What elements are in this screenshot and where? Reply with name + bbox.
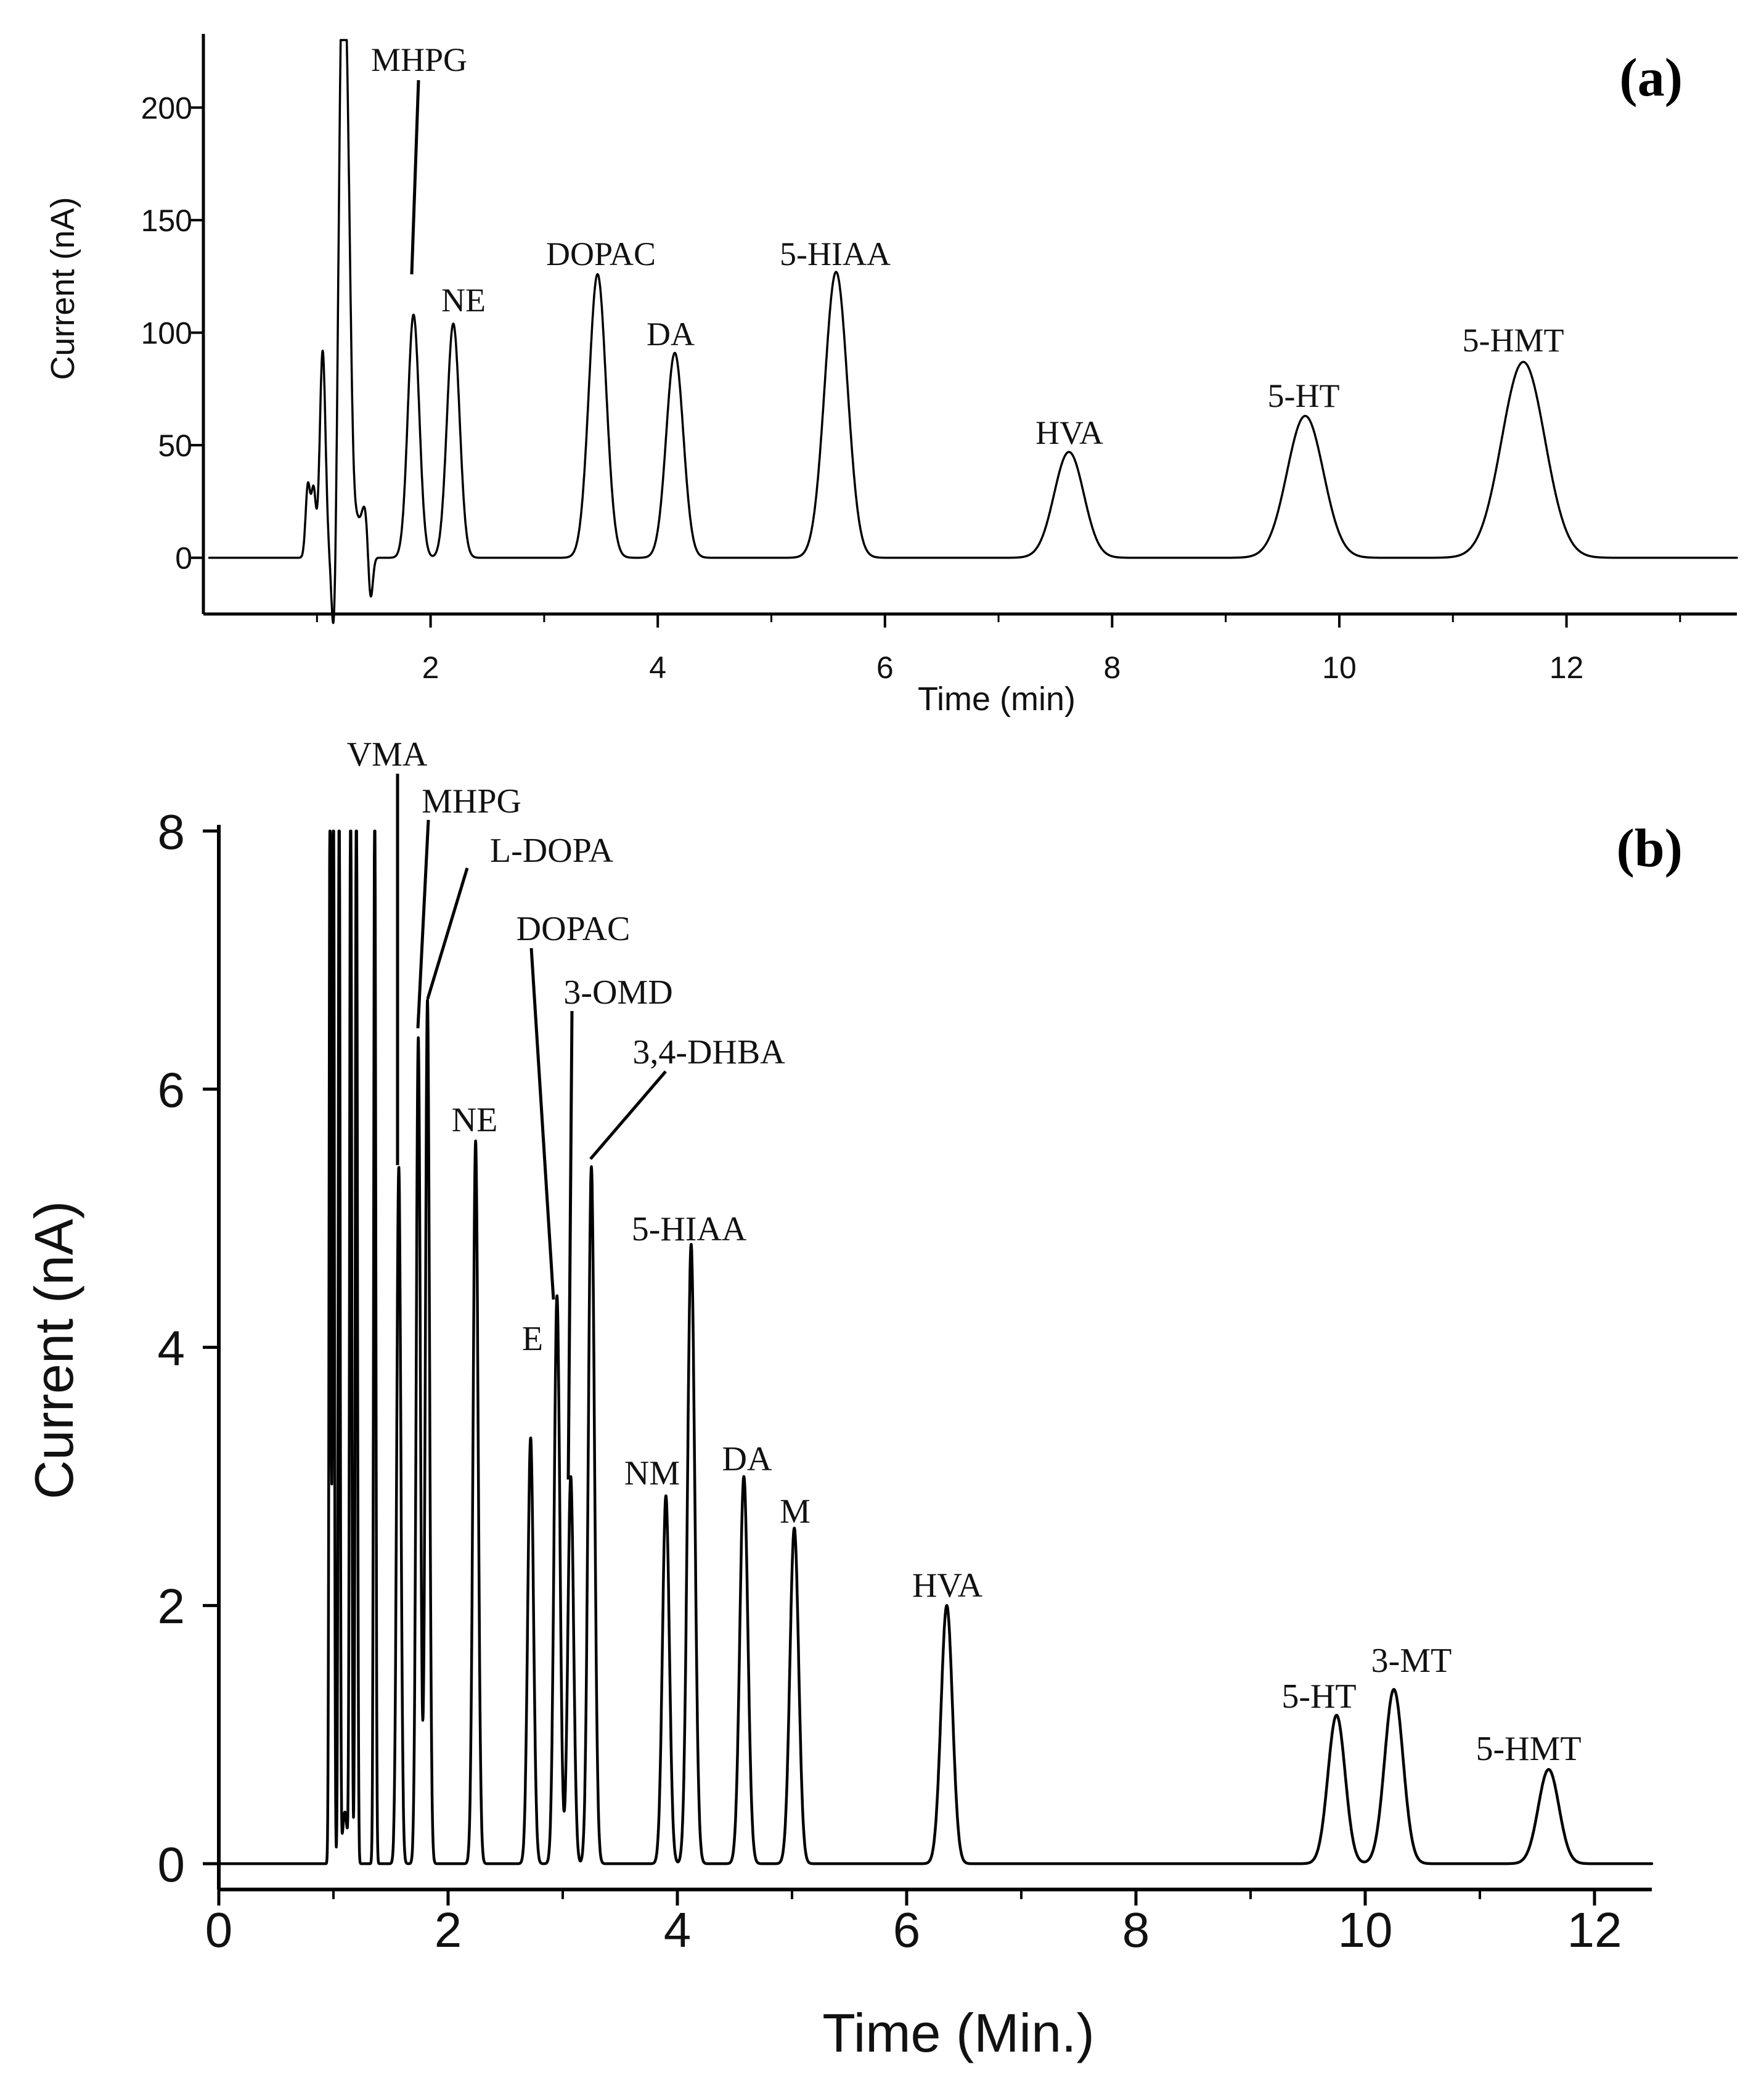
peak-label: HVA xyxy=(1035,414,1103,451)
peak-label: NM xyxy=(624,1454,680,1492)
x-tick-label: 10 xyxy=(1322,650,1357,685)
y-tick-label: 50 xyxy=(158,428,192,463)
peak-label: 3-OMD xyxy=(563,973,672,1012)
peak-label: 5-HT xyxy=(1268,377,1340,414)
peak-label: DOPAC xyxy=(546,235,656,272)
panel-b-x-axis-title: Time (Min.) xyxy=(822,2002,1095,2063)
panel-a-chart: 0 50 100 150 200 2 4 6 8 10 12 MHPG NE DOPAC DA 5-HIAA… xyxy=(44,34,1738,718)
peak-label: 3-MT xyxy=(1371,1642,1452,1680)
panel-a-peak-labels: MHPG NE DOPAC DA 5-HIAA HVA 5-HT 5-HMT xyxy=(371,41,1564,451)
panel-a-y-axis-title: Current (nA) xyxy=(44,197,81,380)
peak-leader-line xyxy=(416,819,430,1029)
panel-a-chromatogram-trace xyxy=(208,39,1738,624)
peak-label: MHPG xyxy=(422,782,521,821)
peak-label: 5-HMT xyxy=(1463,322,1564,359)
panel-b-chromatogram-trace xyxy=(217,829,1654,1865)
y-tick-label: 4 xyxy=(158,1320,186,1375)
peak-leader-line xyxy=(410,80,420,275)
peak-label: MHPG xyxy=(371,41,467,78)
panel-b-ticks: 0 2 4 6 8 0 2 4 6 8 10 12 xyxy=(158,804,1622,1957)
peak-leader-line xyxy=(589,1070,667,1160)
peak-label: NE xyxy=(452,1101,498,1139)
peak-label: 5-HIAA xyxy=(632,1210,747,1248)
peak-label: M xyxy=(780,1492,811,1531)
peak-label: VMA xyxy=(347,735,428,774)
y-tick-label: 100 xyxy=(141,316,192,351)
peak-label: L-DOPA xyxy=(490,832,614,870)
peak-label: DOPAC xyxy=(517,910,631,948)
y-tick-label: 0 xyxy=(175,541,192,576)
x-tick-label: 4 xyxy=(649,650,666,685)
x-tick-label: 0 xyxy=(205,1902,233,1957)
panel-b-y-axis-title: Current (nA) xyxy=(23,1201,84,1499)
peak-label: 5-HIAA xyxy=(780,235,891,272)
peak-label: 5-HT xyxy=(1281,1677,1356,1716)
x-tick-label: 8 xyxy=(1122,1902,1150,1957)
peak-label: HVA xyxy=(912,1566,983,1605)
peak-label: 5-HMT xyxy=(1476,1730,1581,1768)
peak-label: NE xyxy=(441,282,486,319)
peak-label: E xyxy=(522,1320,543,1358)
peak-label: 3,4-DHBA xyxy=(632,1033,785,1071)
x-tick-label: 8 xyxy=(1103,650,1121,685)
y-tick-label: 200 xyxy=(141,91,192,126)
panel-a-label: (a) xyxy=(1619,48,1683,108)
x-tick-label: 2 xyxy=(435,1902,462,1957)
panel-b-peak-labels: VMA MHPG L-DOPA NE E DOPAC 3-OMD 3,4-DHBA NM 5-HI… xyxy=(347,735,1582,1768)
peak-leader-line xyxy=(566,1010,574,1480)
y-tick-label: 6 xyxy=(158,1063,186,1118)
y-tick-label: 8 xyxy=(158,804,186,859)
x-tick-label: 10 xyxy=(1338,1902,1393,1957)
panel-a-ticks: 0 50 100 150 200 2 4 6 8 10 12 xyxy=(141,91,1681,685)
x-tick-label: 2 xyxy=(422,650,439,685)
peak-label: DA xyxy=(722,1440,772,1478)
panel-b-chart: 0 2 4 6 8 0 2 4 6 8 10 12 VMA MHPG L-DOPA NE E DOPAC 3-OM… xyxy=(23,735,1683,2063)
panel-b-axes xyxy=(217,825,1652,1891)
x-tick-label: 4 xyxy=(664,1902,692,1957)
panel-b-label: (b) xyxy=(1616,819,1683,878)
peak-label: DA xyxy=(647,316,695,353)
panel-a-x-axis-title: Time (min) xyxy=(918,681,1076,718)
y-tick-label: 0 xyxy=(158,1837,186,1892)
x-tick-label: 6 xyxy=(876,650,894,685)
peak-leader-line xyxy=(426,867,469,999)
peak-leader-line xyxy=(529,948,555,1300)
y-tick-label: 2 xyxy=(158,1579,186,1634)
x-tick-label: 12 xyxy=(1567,1902,1622,1957)
x-tick-label: 12 xyxy=(1550,650,1584,685)
panel-a-axes xyxy=(202,34,1737,616)
x-tick-label: 6 xyxy=(893,1902,921,1957)
y-tick-label: 150 xyxy=(141,203,192,238)
